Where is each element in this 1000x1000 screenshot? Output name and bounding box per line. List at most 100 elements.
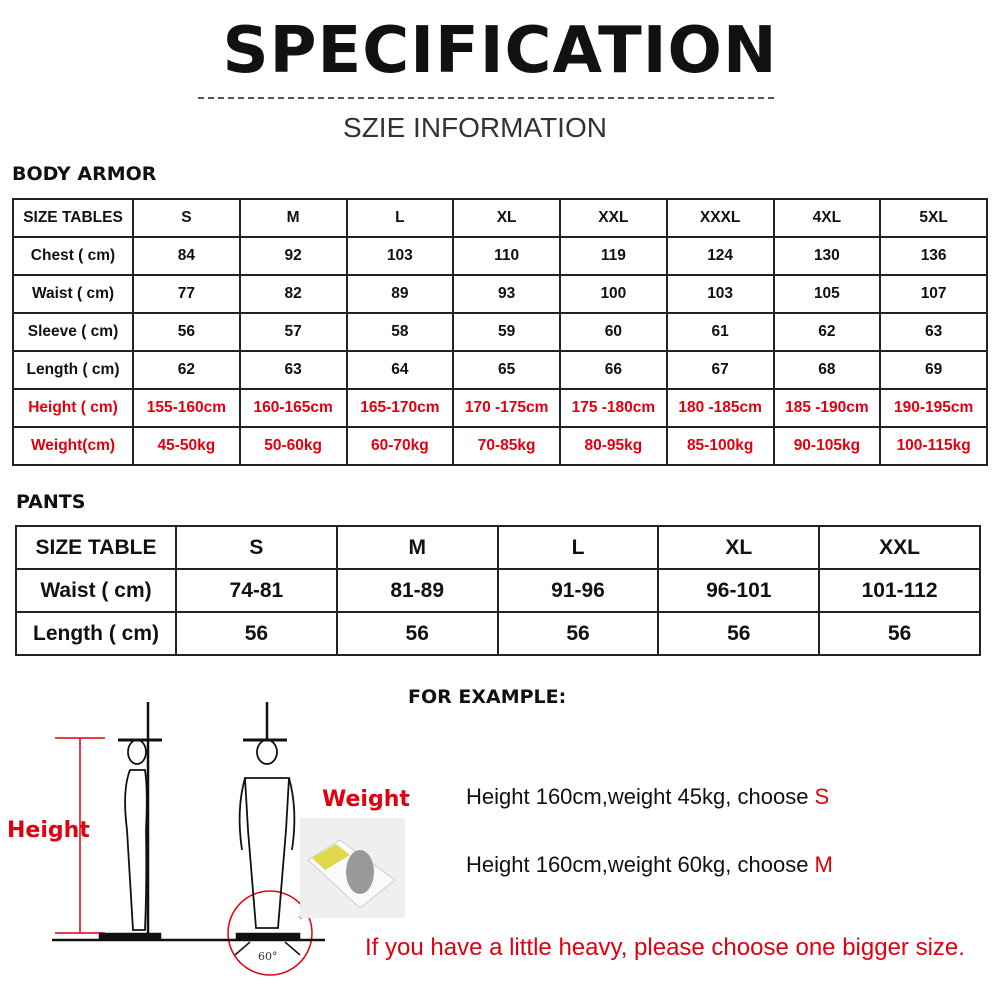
side-figure [124,739,148,931]
pants-heading: PANTS [16,491,86,513]
example-size: M [814,852,833,877]
table-cell: L [496,525,660,570]
table-cell: 60 [559,312,668,352]
table-cell: 68 [772,350,882,390]
pants-size-table: SIZE TABLE S M L XL XXL Waist ( cm) 74-81 81-89 9… [15,525,981,656]
table-header-row: SIZE TABLE S M L XL XXL [15,525,981,570]
table-cell: 85-100kg [665,426,775,466]
table-cell: XXXL [665,198,775,238]
table-cell: L [345,198,455,238]
table-cell: 64 [345,350,455,390]
table-cell: 56 [132,312,241,352]
row-label: Height ( cm) [12,388,134,428]
table-cell: 103 [665,274,775,314]
table-cell: 67 [665,350,775,390]
table-cell: 74-81 [175,568,338,613]
row-label: Waist ( cm) [12,274,134,314]
divider [198,97,774,99]
example-line-2: Height 160cm,weight 60kg, choose M [466,852,833,878]
table-cell: 84 [132,236,241,276]
table-cell: 63 [879,312,988,352]
table-cell: 100-115kg [879,426,988,466]
table-cell: 62 [772,312,882,352]
table-cell: 60-70kg [345,426,455,466]
table-cell: S [132,198,241,238]
measurement-illustration: 60° [52,702,405,976]
example-heading: FOR EXAMPLE: [408,686,567,708]
table-cell: XXL [559,198,668,238]
table-cell: 107 [879,274,988,314]
table-cell: 57 [238,312,348,352]
table-cell: 63 [238,350,348,390]
subtitle: SZIE INFORMATION [343,112,607,143]
body-armor-size-table: SIZE TABLES S M L XL XXL XXXL 4XL 5XL Chest ( cm)… [12,198,988,466]
table-cell: 59 [452,312,561,352]
row-label: Sleeve ( cm) [12,312,134,352]
table-cell: 96-101 [657,568,821,613]
table-cell: 91-96 [496,568,660,613]
row-label: Length ( cm) [15,611,177,656]
table-cell: 110 [452,236,561,276]
row-label: Length ( cm) [12,350,134,390]
example-size: S [814,784,830,809]
table-cell: XXL [818,525,981,570]
table-row: Height ( cm) 155-160cm 160-165cm 165-170cm 1… [12,388,988,428]
table-row: Waist ( cm) 77 82 89 93 100 103 105 107 [12,274,988,314]
table-cell: 136 [879,236,988,276]
table-cell: 4XL [772,198,882,238]
example-text: Height 160cm,weight 60kg, choose [466,852,815,877]
table-cell: 56 [657,611,821,656]
row-label: SIZE TABLES [12,198,134,238]
table-cell: 170 -175cm [452,388,561,428]
table-row: Chest ( cm) 84 92 103 110 119 124 130 136 [12,236,988,276]
table-cell: 56 [175,611,338,656]
table-row: Sleeve ( cm) 56 57 58 59 60 61 62 63 [12,312,988,352]
table-cell: 160-165cm [238,388,348,428]
table-cell: M [335,525,499,570]
table-cell: 180 -185cm [665,388,775,428]
table-cell: 101-112 [818,568,981,613]
table-cell: XL [452,198,561,238]
table-row: Length ( cm) 56 56 56 56 56 [15,611,981,656]
table-cell: 90-105kg [772,426,882,466]
table-cell: XL [657,525,821,570]
table-cell: 69 [879,350,988,390]
page-title: SPECIFICATION [222,14,778,88]
table-cell: M [238,198,348,238]
table-cell: 82 [238,274,348,314]
angle-label: 60° [258,950,278,963]
table-cell: 100 [559,274,668,314]
table-cell: 81-89 [335,568,499,613]
table-cell: 89 [345,274,455,314]
table-cell: 5XL [879,198,988,238]
row-label: Weight(cm) [12,426,134,466]
example-text: Height 160cm,weight 45kg, choose [466,784,815,809]
front-figure [238,739,296,929]
table-cell: 62 [132,350,241,390]
table-cell: 45-50kg [132,426,241,466]
scale-photo [300,818,405,918]
table-cell: 80-95kg [559,426,668,466]
table-row: Weight(cm) 45-50kg 50-60kg 60-70kg 70-85kg 80… [12,426,988,466]
table-cell: 61 [665,312,775,352]
table-cell: 56 [496,611,660,656]
table-cell: 58 [345,312,455,352]
table-cell: 190-195cm [879,388,988,428]
table-cell: 165-170cm [345,388,455,428]
table-cell: 70-85kg [452,426,561,466]
row-label: Waist ( cm) [15,568,177,613]
table-row: Waist ( cm) 74-81 81-89 91-96 96-101 101-112 [15,568,981,613]
table-cell: 185 -190cm [772,388,882,428]
table-cell: 119 [559,236,668,276]
size-note: If you have a little heavy, please choos… [365,934,965,961]
table-header-row: SIZE TABLES S M L XL XXL XXXL 4XL 5XL [12,198,988,238]
table-cell: 124 [665,236,775,276]
table-cell: 92 [238,236,348,276]
table-cell: 93 [452,274,561,314]
table-row: Length ( cm) 62 63 64 65 66 67 68 69 [12,350,988,390]
table-cell: 155-160cm [132,388,241,428]
table-cell: 50-60kg [238,426,348,466]
height-label: Height [7,818,90,843]
table-cell: 103 [345,236,455,276]
body-armor-heading: BODY ARMOR [12,163,157,185]
